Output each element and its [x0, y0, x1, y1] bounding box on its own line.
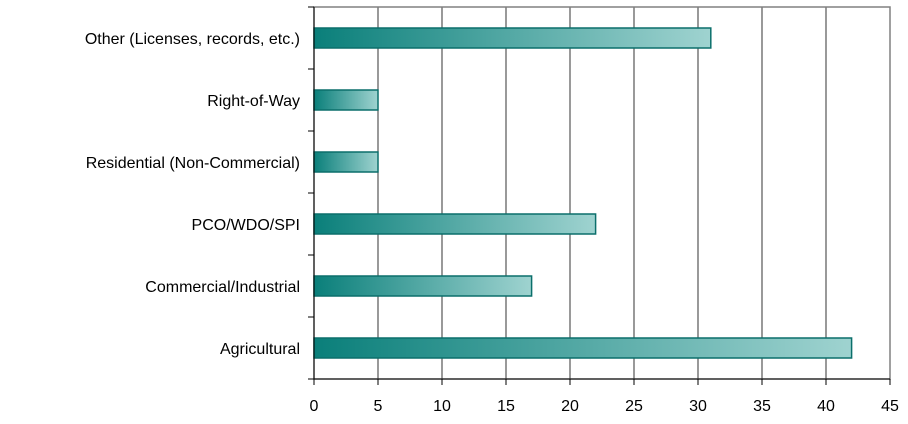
x-tick-label: 5 [374, 398, 383, 415]
category-label: Right-of-Way [207, 93, 300, 110]
category-label: Commercial/Industrial [145, 279, 300, 296]
bar-0 [313, 27, 712, 49]
category-labels: Other (Licenses, records, etc.) Right-of-… [85, 31, 300, 358]
category-label: PCO/WDO/SPI [192, 217, 300, 234]
x-tick-label: 10 [433, 398, 451, 415]
bar-1 [313, 89, 379, 111]
x-tick-label: 20 [561, 398, 579, 415]
x-tick-label: 45 [881, 398, 899, 415]
x-tick-label: 35 [753, 398, 771, 415]
plot-frame [313, 6, 891, 380]
tick-labels: 0 5 10 15 20 25 30 35 40 45 [310, 398, 899, 415]
category-label: Other (Licenses, records, etc.) [85, 31, 300, 48]
x-tick-label: 0 [310, 398, 319, 415]
category-label: Agricultural [220, 341, 300, 358]
bars [313, 27, 853, 359]
bar-4 [313, 275, 533, 297]
axes [308, 6, 891, 385]
bar-5 [313, 337, 853, 359]
bar-2 [313, 151, 379, 173]
gridlines [377, 7, 827, 379]
x-tick-label: 40 [817, 398, 835, 415]
x-tick-label: 25 [625, 398, 643, 415]
x-tick-label: 15 [497, 398, 515, 415]
category-label: Residential (Non-Commercial) [86, 155, 300, 172]
bar-3 [313, 213, 597, 235]
x-tick-label: 30 [689, 398, 707, 415]
